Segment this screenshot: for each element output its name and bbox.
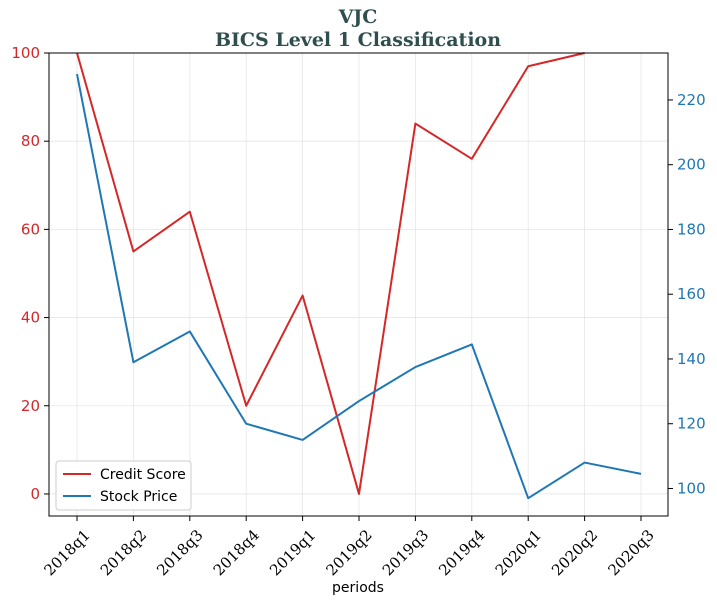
right-tick-label: 100 <box>677 479 706 497</box>
series-layer <box>76 52 642 500</box>
x-tick-label: 2019q4 <box>435 526 488 579</box>
x-axis-label: periods <box>332 580 384 596</box>
x-tick-label: 2019q2 <box>322 526 375 579</box>
right-tick-label: 200 <box>677 156 706 174</box>
series-line-stock-price <box>76 73 642 500</box>
x-tick-label: 2018q1 <box>40 526 93 579</box>
x-tick-label: 2019q1 <box>266 526 319 579</box>
x-tick-label: 2018q3 <box>153 526 206 579</box>
left-tick-label: 100 <box>11 44 40 62</box>
x-tick-label: 2020q2 <box>548 526 601 579</box>
x-tick-label: 2018q2 <box>97 526 150 579</box>
grid <box>49 52 668 516</box>
right-tick-label: 160 <box>677 285 706 303</box>
left-tick-label: 20 <box>21 397 40 415</box>
right-tick-label: 220 <box>677 91 706 109</box>
left-tick-label: 40 <box>21 309 40 327</box>
x-tick-label: 2020q1 <box>492 526 545 579</box>
plot-frame <box>48 52 669 517</box>
right-tick-label: 120 <box>677 415 706 433</box>
series-line-credit-score <box>76 52 585 495</box>
left-tick-label: 80 <box>21 132 40 150</box>
chart-subtitle: BICS Level 1 Classification <box>215 29 501 51</box>
right-tick-label: 140 <box>677 350 706 368</box>
legend: Credit Score Stock Price <box>55 460 192 511</box>
x-tick-label: 2019q3 <box>379 526 432 579</box>
x-tick-label: 2018q4 <box>210 526 263 579</box>
x-tick-label: 2020q3 <box>604 526 657 579</box>
chart-title: VJC <box>338 6 378 28</box>
legend-label-stock-price: Stock Price <box>100 489 177 505</box>
left-tick-label: 0 <box>30 485 40 503</box>
left-tick-label: 60 <box>21 220 40 238</box>
legend-label-credit-score: Credit Score <box>100 467 186 483</box>
right-tick-label: 180 <box>677 220 706 238</box>
